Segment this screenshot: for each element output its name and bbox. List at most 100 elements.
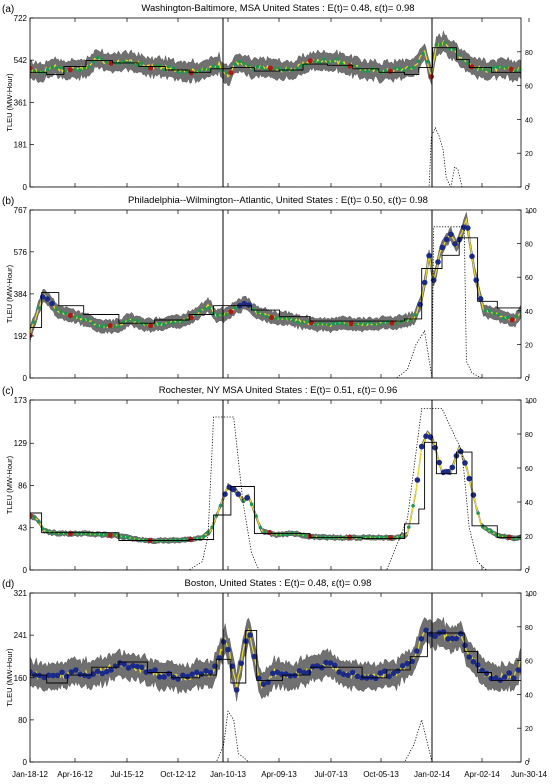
y-tick-label: 0 — [23, 566, 28, 575]
marker — [383, 68, 388, 73]
marker — [152, 667, 158, 673]
marker — [54, 307, 59, 312]
marker — [59, 310, 63, 314]
y2-tick-label: 20 — [525, 151, 533, 158]
marker — [198, 69, 202, 73]
marker — [238, 660, 245, 667]
marker — [49, 300, 55, 307]
marker — [514, 314, 519, 319]
y-tick-label: 160 — [14, 674, 28, 683]
marker — [460, 58, 465, 62]
marker — [365, 69, 370, 74]
marker — [44, 296, 51, 302]
y-tick-label: 767 — [14, 206, 28, 215]
y-tick-label: 241 — [14, 631, 28, 640]
y2-tick-label: 20 — [525, 726, 533, 733]
marker — [318, 321, 323, 326]
marker — [407, 66, 411, 70]
marker — [502, 674, 508, 680]
y-tick-label: 576 — [14, 248, 28, 257]
marker — [465, 61, 470, 65]
marker — [331, 662, 338, 669]
dotted-line — [30, 710, 521, 762]
marker — [45, 529, 49, 533]
marker — [81, 531, 86, 536]
marker — [510, 675, 517, 681]
marker — [304, 63, 308, 67]
marker — [156, 674, 163, 680]
marker — [295, 66, 299, 71]
marker — [296, 320, 300, 325]
marker — [478, 67, 483, 71]
marker — [518, 67, 521, 72]
marker — [310, 663, 316, 670]
marker — [54, 672, 61, 679]
marker — [235, 491, 241, 497]
marker — [445, 636, 451, 642]
marker — [278, 671, 285, 677]
marker — [326, 60, 331, 65]
marker — [268, 314, 275, 321]
marker — [175, 676, 181, 682]
uncertainty-band — [30, 212, 521, 343]
marker — [479, 667, 485, 674]
marker — [457, 448, 464, 455]
marker — [139, 664, 145, 671]
marker — [166, 64, 171, 69]
marker — [228, 309, 234, 315]
marker — [469, 64, 475, 70]
marker — [491, 65, 496, 70]
marker — [112, 533, 117, 537]
marker — [361, 69, 365, 73]
marker — [451, 47, 456, 52]
marker — [386, 673, 392, 680]
marker — [307, 58, 313, 64]
marker — [59, 66, 63, 70]
marker — [95, 323, 99, 328]
marker — [32, 515, 36, 520]
marker — [448, 231, 454, 238]
marker — [474, 66, 479, 70]
marker — [258, 525, 263, 530]
marker — [408, 318, 413, 323]
marker — [470, 658, 477, 665]
marker — [465, 225, 471, 231]
x-tick-label: Jul-07-13 — [314, 770, 348, 779]
marker — [36, 519, 41, 524]
marker — [487, 69, 491, 73]
marker — [495, 65, 500, 69]
marker — [203, 668, 209, 674]
marker — [274, 316, 278, 321]
panel-b: 0 192 384 576 767 0 20 40 60 80 100 TLEU (MW-Hour) P… — [2, 195, 537, 383]
y2-tick-label: 60 — [525, 466, 533, 473]
plot-area — [30, 212, 532, 378]
marker — [526, 290, 532, 296]
marker — [121, 661, 127, 667]
marker — [254, 514, 258, 518]
uncertainty-band — [30, 617, 521, 702]
marker — [139, 321, 144, 326]
y2-tick-label: 100 — [525, 208, 537, 215]
marker — [86, 317, 90, 322]
y-tick-label: 542 — [14, 56, 28, 65]
marker — [207, 306, 212, 310]
marker — [251, 307, 256, 312]
marker — [414, 648, 420, 654]
marker — [344, 322, 349, 327]
x-tick-label: Jun-30-14 — [511, 770, 548, 779]
marker — [272, 66, 277, 70]
marker — [241, 498, 245, 503]
y2-tick-label: 100 — [525, 398, 537, 405]
marker — [263, 530, 267, 534]
y-tick-label: 192 — [14, 332, 28, 341]
marker — [426, 252, 432, 259]
marker — [54, 531, 59, 536]
marker — [338, 535, 343, 539]
marker — [305, 669, 312, 675]
y2-tick-label: 80 — [525, 242, 533, 249]
marker — [372, 675, 379, 682]
marker — [394, 321, 399, 326]
marker — [299, 63, 304, 68]
marker — [494, 533, 498, 537]
